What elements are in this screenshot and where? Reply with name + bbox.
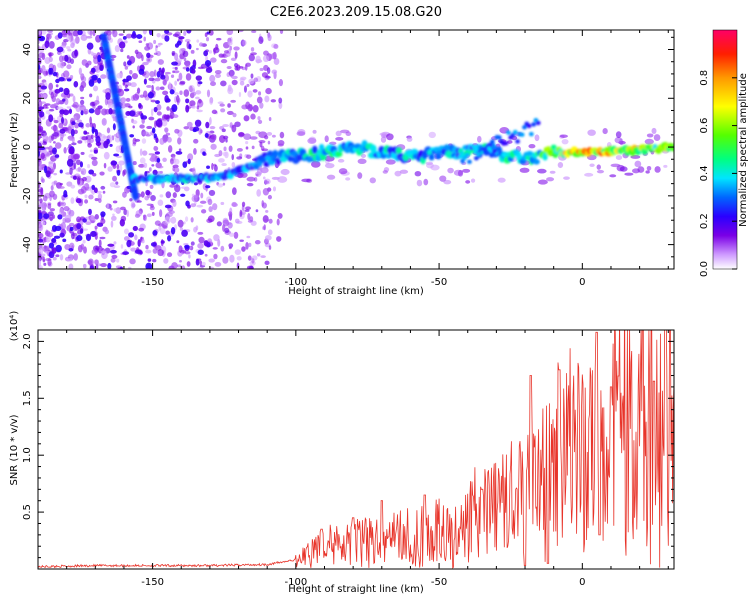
snr-x-ticks: -150 -100 -50 0 bbox=[37, 330, 669, 588]
snr-y-ticks: 0.5 1.0 1.5 2.0 bbox=[22, 333, 674, 559]
colorbar-tick-label: 0.4 bbox=[699, 165, 710, 181]
spectrogram-panel: -150 -100 -50 0 -40 -20 0 20 40 Height of strai… bbox=[9, 29, 675, 297]
spectrogram-y-tick-label: 40 bbox=[22, 43, 33, 56]
colorbar-tick-label: 0.8 bbox=[699, 70, 710, 86]
colorbar-tick-label: 0.2 bbox=[699, 213, 710, 229]
spectrogram-x-ticks: -150 -100 -50 0 bbox=[37, 30, 669, 288]
snr-y-tick-label: 1.0 bbox=[22, 447, 33, 463]
spectrogram-x-tick-label: -100 bbox=[284, 277, 307, 288]
spectrogram-y-tick-label: 20 bbox=[22, 92, 33, 105]
snr-x-tick-label: -100 bbox=[284, 577, 307, 588]
spectrogram-noise-speckle bbox=[38, 30, 669, 269]
colorbar-tick-label: 0.6 bbox=[699, 118, 710, 134]
spectrogram-frame bbox=[37, 29, 675, 270]
snr-x-tick-label: -150 bbox=[141, 577, 164, 588]
colorbar-label: Normalized spectral amplitude bbox=[738, 73, 749, 227]
snr-y-multiplier: (x10⁴) bbox=[9, 311, 20, 342]
figure-title: C2E6.2023.209.15.08.G20 bbox=[270, 5, 442, 20]
colorbar-tick-label: 0.0 bbox=[699, 261, 710, 277]
colorbar-gradient bbox=[712, 29, 738, 270]
colorbar-ticks: 0.0 0.2 0.4 0.6 0.8 bbox=[699, 70, 737, 277]
snr-y-label: SNR (10 * v/v) bbox=[9, 414, 20, 485]
colorbar: 0.0 0.2 0.4 0.6 0.8 Normalized spectral ampl… bbox=[699, 29, 749, 277]
snr-y-tick-label: 2.0 bbox=[22, 333, 33, 349]
snr-y-tick-label: 1.5 bbox=[22, 390, 33, 406]
spectrogram-y-tick-label: -40 bbox=[22, 236, 33, 252]
spectrogram-heatmap bbox=[38, 30, 674, 269]
snr-x-tick-label: -50 bbox=[431, 577, 447, 588]
spectrogram-y-tick-label: 0 bbox=[22, 144, 33, 150]
snr-y-tick-label: 0.5 bbox=[22, 504, 33, 520]
snr-series-line bbox=[38, 330, 674, 569]
spectrogram-x-tick-label: -50 bbox=[431, 277, 447, 288]
snr-panel: -150 -100 -50 0 0.5 1.0 1.5 2.0 Height of stra… bbox=[9, 311, 675, 595]
snr-frame bbox=[37, 329, 675, 570]
snr-x-label: Height of straight line (km) bbox=[288, 584, 424, 595]
spectrogram-x-label: Height of straight line (km) bbox=[288, 286, 424, 297]
spectrogram-y-label: Frequency (Hz) bbox=[9, 112, 20, 188]
spectrogram-y-tick-label: -20 bbox=[22, 188, 33, 204]
spectrogram-ridge bbox=[129, 117, 674, 185]
spectrogram-x-tick-label: -150 bbox=[141, 277, 164, 288]
spectrogram-y-ticks: -40 -20 0 20 40 bbox=[22, 36, 674, 270]
spectrogram-x-tick-label: 0 bbox=[579, 277, 585, 288]
snr-x-tick-label: 0 bbox=[579, 577, 585, 588]
